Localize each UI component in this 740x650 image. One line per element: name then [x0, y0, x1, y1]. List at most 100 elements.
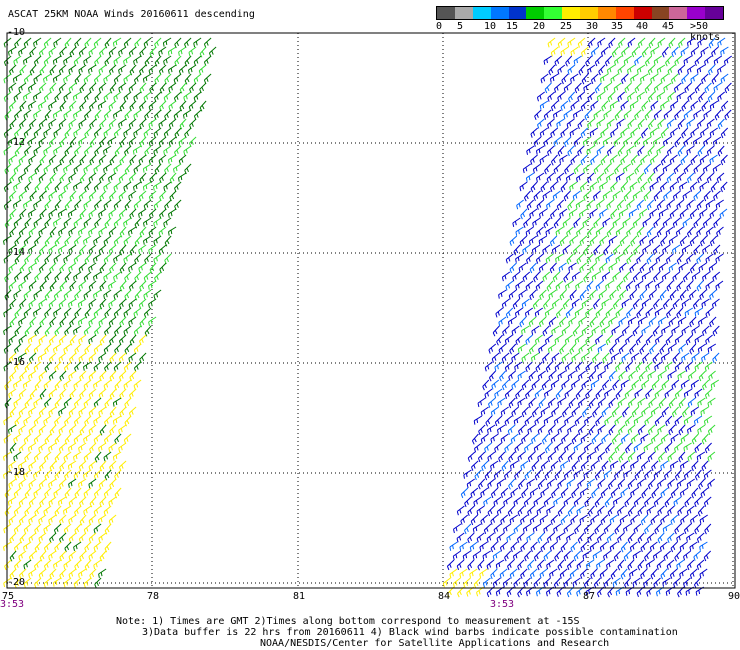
wind-barb [633, 496, 642, 507]
wind-barb [88, 388, 97, 399]
wind-barb [487, 478, 496, 489]
wind-barb [79, 496, 87, 507]
wind-barb [109, 154, 117, 166]
wind-barb [28, 532, 37, 543]
wind-barb [64, 487, 72, 499]
wind-barb [3, 91, 12, 102]
wind-barb [537, 451, 546, 462]
wind-barb [133, 55, 142, 66]
wind-barb [568, 208, 578, 218]
wind-barb [541, 433, 549, 445]
wind-barb [107, 136, 117, 146]
wind-barb [661, 271, 671, 282]
wind-barb [139, 64, 147, 75]
wind-barb [33, 289, 42, 300]
wind-barb [88, 226, 97, 236]
wind-barb [604, 415, 613, 426]
wind-barb [653, 55, 662, 66]
wind-barb [169, 172, 177, 184]
wind-barb [78, 316, 87, 326]
wind-barb [9, 226, 17, 238]
wind-barb [637, 559, 645, 571]
wind-barb [555, 226, 564, 236]
wind-barb [629, 262, 637, 273]
wind-barb [587, 532, 595, 544]
wind-barb [63, 163, 72, 173]
colorbar-swatch [526, 7, 545, 19]
wind-barb [128, 262, 137, 273]
wind-barb [637, 478, 645, 489]
wind-barb [39, 550, 47, 562]
wind-barb [553, 109, 562, 119]
wind-barb [69, 190, 77, 202]
wind-barb [18, 46, 27, 56]
wind-barb [698, 370, 706, 382]
wind-barb [628, 370, 636, 381]
wind-barb [616, 118, 625, 129]
wind-barb [149, 262, 157, 274]
wind-barb [48, 100, 57, 111]
wind-barb [563, 271, 571, 283]
wind-barb [44, 181, 52, 193]
wind-barb [511, 379, 520, 390]
wind-barb [712, 163, 721, 174]
wind-barb [682, 190, 691, 201]
wind-barb [183, 91, 192, 102]
wind-barb [578, 316, 587, 327]
wind-barb [58, 226, 67, 237]
wind-barb [557, 37, 566, 48]
wind-barb [517, 505, 525, 517]
wind-barb [78, 352, 87, 363]
wind-barb [44, 487, 52, 499]
colorbar-swatch [633, 7, 652, 19]
wind-barb [576, 253, 584, 265]
wind-barb [627, 424, 636, 435]
wind-barb [188, 46, 197, 57]
wind-barb [658, 316, 667, 326]
wind-barb [119, 154, 127, 166]
wind-barb [603, 577, 611, 589]
wind-barb [543, 415, 553, 425]
wind-barb [543, 577, 551, 588]
wind-barb [118, 118, 127, 128]
wind-barb [696, 451, 706, 461]
wind-barb [118, 46, 127, 57]
wind-barb [581, 298, 590, 309]
wind-barb [63, 181, 72, 192]
wind-barb [626, 172, 635, 183]
wind-barb [662, 217, 671, 228]
wind-barb [697, 145, 705, 157]
wind-barb [54, 505, 62, 517]
wind-barb [526, 532, 535, 543]
wind-barb [581, 46, 589, 57]
wind-barb [531, 244, 541, 254]
wind-barb [88, 406, 97, 417]
wind-barb [579, 487, 589, 498]
wind-barb [487, 451, 496, 462]
wind-barb [664, 388, 673, 399]
wind-barb [528, 316, 537, 327]
wind-barb [610, 181, 618, 192]
wind-barb [554, 334, 563, 344]
wind-barb [515, 388, 523, 400]
wind-barb [589, 262, 597, 273]
wind-barb [109, 262, 117, 274]
wind-barb [58, 82, 67, 93]
wind-barb [553, 136, 562, 147]
wind-barb [533, 136, 542, 147]
wind-barb [569, 181, 578, 191]
wind-barb [99, 172, 107, 183]
wind-barb [649, 343, 657, 355]
wind-barb [636, 199, 645, 210]
wind-barb [138, 244, 147, 255]
wind-barb [592, 406, 599, 418]
wind-barb [28, 568, 37, 579]
wind-barb [43, 559, 52, 570]
wind-barb [589, 541, 598, 552]
wind-barb [640, 433, 649, 443]
wind-barb [637, 37, 646, 48]
wind-barb [600, 127, 609, 138]
wind-barb [667, 451, 676, 462]
wind-barb [504, 550, 512, 562]
